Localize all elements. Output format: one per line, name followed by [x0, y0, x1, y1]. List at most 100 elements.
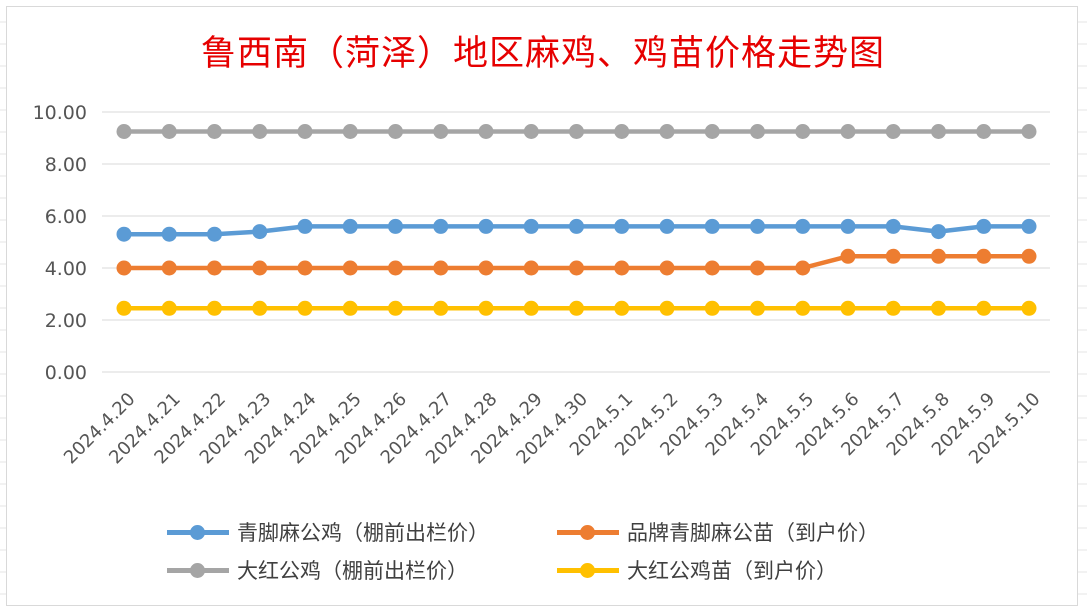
series-1-point[interactable]: [523, 218, 539, 234]
series-3-point[interactable]: [297, 124, 313, 139]
series-4-point[interactable]: [1021, 300, 1037, 316]
series-2-point[interactable]: [297, 260, 313, 276]
series-4-point[interactable]: [569, 300, 584, 316]
series-2-point[interactable]: [388, 260, 403, 276]
series-2-point[interactable]: [252, 260, 268, 276]
series-1-point[interactable]: [885, 218, 901, 234]
series-4-point[interactable]: [207, 300, 222, 316]
series-3-point[interactable]: [931, 124, 946, 139]
series-1-point[interactable]: [342, 218, 358, 234]
series-3-point[interactable]: [161, 124, 177, 139]
series-2-point[interactable]: [976, 248, 992, 264]
series-3-point[interactable]: [252, 124, 268, 139]
legend-label-series-4: 大红公鸡苗（到户价）: [627, 559, 837, 583]
series-4-point[interactable]: [840, 300, 856, 316]
series-3-point[interactable]: [342, 124, 358, 139]
series-2-point[interactable]: [885, 248, 901, 264]
legend-label-series-1: 青脚麻公鸡（棚前出栏价）: [237, 521, 489, 545]
series-3-point[interactable]: [523, 124, 539, 139]
series-3-point[interactable]: [704, 124, 720, 139]
series-2-point[interactable]: [116, 260, 132, 276]
series-2-point[interactable]: [1021, 248, 1037, 264]
series-2-point[interactable]: [342, 260, 358, 276]
series-4-point[interactable]: [252, 300, 268, 316]
series-2-point[interactable]: [795, 260, 811, 276]
series-1-point[interactable]: [931, 224, 946, 240]
series-1-point[interactable]: [252, 224, 268, 240]
series-2-point[interactable]: [614, 260, 630, 276]
series-3-point[interactable]: [976, 124, 992, 139]
series-4-point[interactable]: [659, 300, 675, 316]
series-3-point[interactable]: [569, 124, 584, 139]
series-4-point[interactable]: [433, 300, 449, 316]
series-2-point[interactable]: [931, 248, 946, 264]
series-2-point[interactable]: [750, 260, 765, 276]
series-1-point[interactable]: [116, 226, 132, 242]
series-1-point[interactable]: [433, 218, 449, 234]
series-1-point[interactable]: [1021, 218, 1037, 234]
series-3-point[interactable]: [478, 124, 494, 139]
series-3-point[interactable]: [840, 124, 856, 139]
series-3-point[interactable]: [207, 124, 222, 139]
series-1-point[interactable]: [161, 226, 177, 242]
y-tick-label: 4.00: [45, 258, 87, 280]
chart-title: 鲁西南（菏泽）地区麻鸡、鸡苗价格走势图: [200, 34, 885, 74]
legend-label-series-3: 大红公鸡（棚前出栏价）: [237, 559, 468, 583]
series-2-point[interactable]: [433, 260, 449, 276]
legend-item-series-3[interactable]: 大红公鸡（棚前出栏价）: [167, 555, 468, 585]
series-4-point[interactable]: [704, 300, 720, 316]
legend-item-series-2[interactable]: 品牌青脚麻公苗（到户价）: [557, 517, 879, 547]
series-1-point[interactable]: [388, 218, 403, 234]
series-4-point[interactable]: [614, 300, 630, 316]
series-2-point[interactable]: [523, 260, 539, 276]
series-1-point[interactable]: [795, 218, 811, 234]
series-1-point[interactable]: [659, 218, 675, 234]
series-4-point[interactable]: [976, 300, 992, 316]
y-tick-label: 10.00: [33, 102, 87, 124]
series-4-point[interactable]: [388, 300, 403, 316]
series-1-point[interactable]: [840, 218, 856, 234]
series-2-point[interactable]: [569, 260, 584, 276]
series-4-point[interactable]: [523, 300, 539, 316]
series-4-point[interactable]: [750, 300, 765, 316]
y-tick-label: 6.00: [45, 206, 87, 228]
series-1-point[interactable]: [297, 218, 313, 234]
series-4-point[interactable]: [931, 300, 946, 316]
legend-swatch-series-4: [557, 555, 619, 585]
chart-area[interactable]: 鲁西南（菏泽）地区麻鸡、鸡苗价格走势图 0.00 2.00 4.00 6.00 8.00…: [6, 6, 1078, 606]
series-4-point[interactable]: [161, 300, 177, 316]
legend-item-series-1[interactable]: 青脚麻公鸡（棚前出栏价）: [167, 517, 489, 547]
series-3-point[interactable]: [795, 124, 811, 139]
series-4-point[interactable]: [342, 300, 358, 316]
series-4-point[interactable]: [795, 300, 811, 316]
series-2-point[interactable]: [840, 248, 856, 264]
series-3-point[interactable]: [614, 124, 630, 139]
series-1-point[interactable]: [976, 218, 992, 234]
series-2-point[interactable]: [478, 260, 494, 276]
series-3-point[interactable]: [433, 124, 449, 139]
series-3-point[interactable]: [885, 124, 901, 139]
series-1-point[interactable]: [569, 218, 584, 234]
series-2-point[interactable]: [659, 260, 675, 276]
series-2-point[interactable]: [704, 260, 720, 276]
y-tick-label: 2.00: [45, 310, 87, 332]
series-1-point[interactable]: [478, 218, 494, 234]
series-3-point[interactable]: [1021, 124, 1037, 139]
series-4-point[interactable]: [297, 300, 313, 316]
series-4-point[interactable]: [478, 300, 494, 316]
series-1-point[interactable]: [207, 226, 222, 242]
legend-swatch-series-3: [167, 555, 229, 585]
series-1-point[interactable]: [614, 218, 630, 234]
series-2-point[interactable]: [161, 260, 177, 276]
legend-swatch-series-2: [557, 517, 619, 547]
series-3-point[interactable]: [116, 124, 132, 139]
series-3-point[interactable]: [388, 124, 403, 139]
series-1-point[interactable]: [704, 218, 720, 234]
series-2-point[interactable]: [207, 260, 222, 276]
legend-item-series-4[interactable]: 大红公鸡苗（到户价）: [557, 555, 837, 585]
series-3-point[interactable]: [659, 124, 675, 139]
series-4-point[interactable]: [116, 300, 132, 316]
series-1-point[interactable]: [750, 218, 765, 234]
series-3-point[interactable]: [750, 124, 765, 139]
series-4-point[interactable]: [885, 300, 901, 316]
